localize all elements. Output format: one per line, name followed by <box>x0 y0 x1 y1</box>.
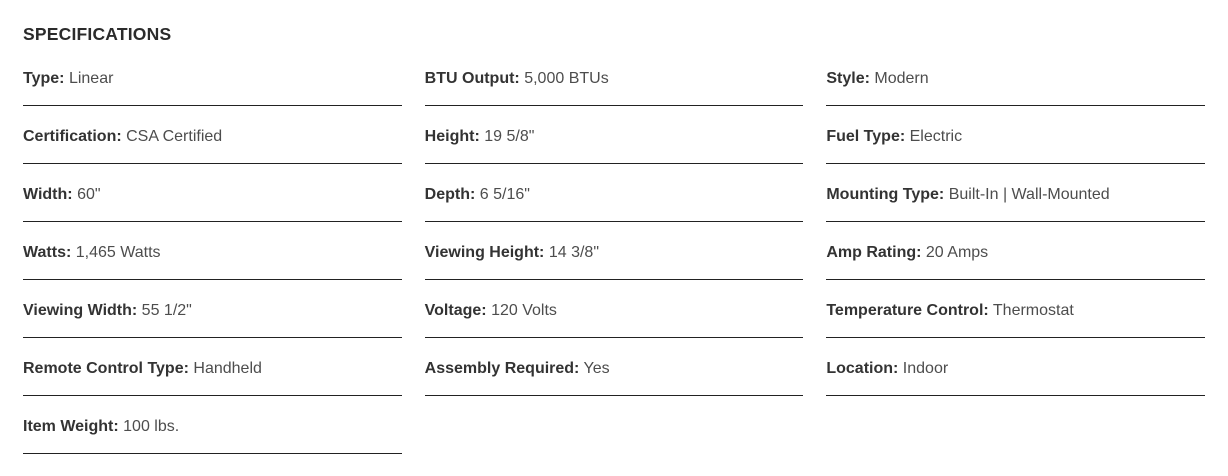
spec-row-voltage: Voltage: 120 Volts <box>424 280 804 338</box>
spec-label: Type: <box>23 70 65 87</box>
spec-label: Viewing Height: <box>424 244 545 261</box>
spec-label: BTU Output: <box>424 70 520 87</box>
spec-label: Style: <box>826 70 870 87</box>
spec-row-viewing-width: Viewing Width: 55 1/2" <box>23 280 402 338</box>
spec-label: Amp Rating: <box>826 244 922 261</box>
spec-row-mounting-type: Mounting Type: Built-In | Wall-Mounted <box>826 164 1206 222</box>
spec-label: Item Weight: <box>23 418 119 435</box>
spec-label: Viewing Width: <box>23 302 138 319</box>
spec-value: Indoor <box>902 360 949 377</box>
spec-row-btu-output: BTU Output: 5,000 BTUs <box>424 48 804 106</box>
spec-column-1: Type: Linear Certification: CSA Certifie… <box>23 48 402 454</box>
spec-value: 55 1/2" <box>141 302 192 319</box>
spec-row-height: Height: 19 5/8" <box>424 106 804 164</box>
spec-label: Temperature Control: <box>826 302 989 319</box>
spec-row-temperature-control: Temperature Control: Thermostat <box>826 280 1206 338</box>
spec-row-width: Width: 60" <box>23 164 402 222</box>
spec-label: Voltage: <box>424 302 487 319</box>
spec-label: Remote Control Type: <box>23 360 189 377</box>
spec-value: 14 3/8" <box>548 244 600 261</box>
spec-value: 5,000 BTUs <box>524 70 609 87</box>
spec-value: Thermostat <box>992 302 1074 319</box>
spec-label: Assembly Required: <box>424 360 580 377</box>
spec-value: Electric <box>909 128 963 145</box>
spec-label: Fuel Type: <box>826 128 906 145</box>
spec-label: Location: <box>826 360 899 377</box>
spec-row-type: Type: Linear <box>23 48 402 106</box>
spec-label: Watts: <box>23 244 72 261</box>
spec-column-2: BTU Output: 5,000 BTUs Height: 19 5/8" D… <box>424 48 804 454</box>
spec-value: 1,465 Watts <box>75 244 161 261</box>
spec-row-depth: Depth: 6 5/16" <box>424 164 804 222</box>
spec-columns: Type: Linear Certification: CSA Certifie… <box>23 48 1206 454</box>
spec-row-item-weight: Item Weight: 100 lbs. <box>23 396 402 454</box>
spec-row-style: Style: Modern <box>826 48 1206 106</box>
spec-value: Linear <box>68 70 114 87</box>
spec-row-assembly-required: Assembly Required: Yes <box>424 338 804 396</box>
spec-row-viewing-height: Viewing Height: 14 3/8" <box>424 222 804 280</box>
spec-row-watts: Watts: 1,465 Watts <box>23 222 402 280</box>
spec-row-certification: Certification: CSA Certified <box>23 106 402 164</box>
spec-value: Modern <box>874 70 929 87</box>
spec-value: Yes <box>583 360 610 377</box>
spec-column-3: Style: Modern Fuel Type: Electric Mounti… <box>826 48 1206 454</box>
spec-value: 100 lbs. <box>123 418 180 435</box>
spec-label: Certification: <box>23 128 122 145</box>
spec-value: Handheld <box>193 360 262 377</box>
page-title: SPECIFICATIONS <box>23 24 172 44</box>
spec-row-remote-control-type: Remote Control Type: Handheld <box>23 338 402 396</box>
spec-value: Built-In | Wall-Mounted <box>948 186 1110 203</box>
spec-value: 60" <box>77 186 101 203</box>
spec-value: 19 5/8" <box>484 128 535 145</box>
spec-row-location: Location: Indoor <box>826 338 1206 396</box>
spec-label: Depth: <box>424 186 476 203</box>
spec-value: 20 Amps <box>925 244 989 261</box>
spec-value: CSA Certified <box>126 128 223 145</box>
spec-row-amp-rating: Amp Rating: 20 Amps <box>826 222 1206 280</box>
spec-value: 6 5/16" <box>479 186 530 203</box>
spec-value: 120 Volts <box>491 302 557 319</box>
specifications-section: SPECIFICATIONS Type: Linear Certificatio… <box>23 24 1206 454</box>
spec-row-fuel-type: Fuel Type: Electric <box>826 106 1206 164</box>
spec-label: Mounting Type: <box>826 186 945 203</box>
spec-label: Height: <box>424 128 480 145</box>
spec-label: Width: <box>23 186 73 203</box>
